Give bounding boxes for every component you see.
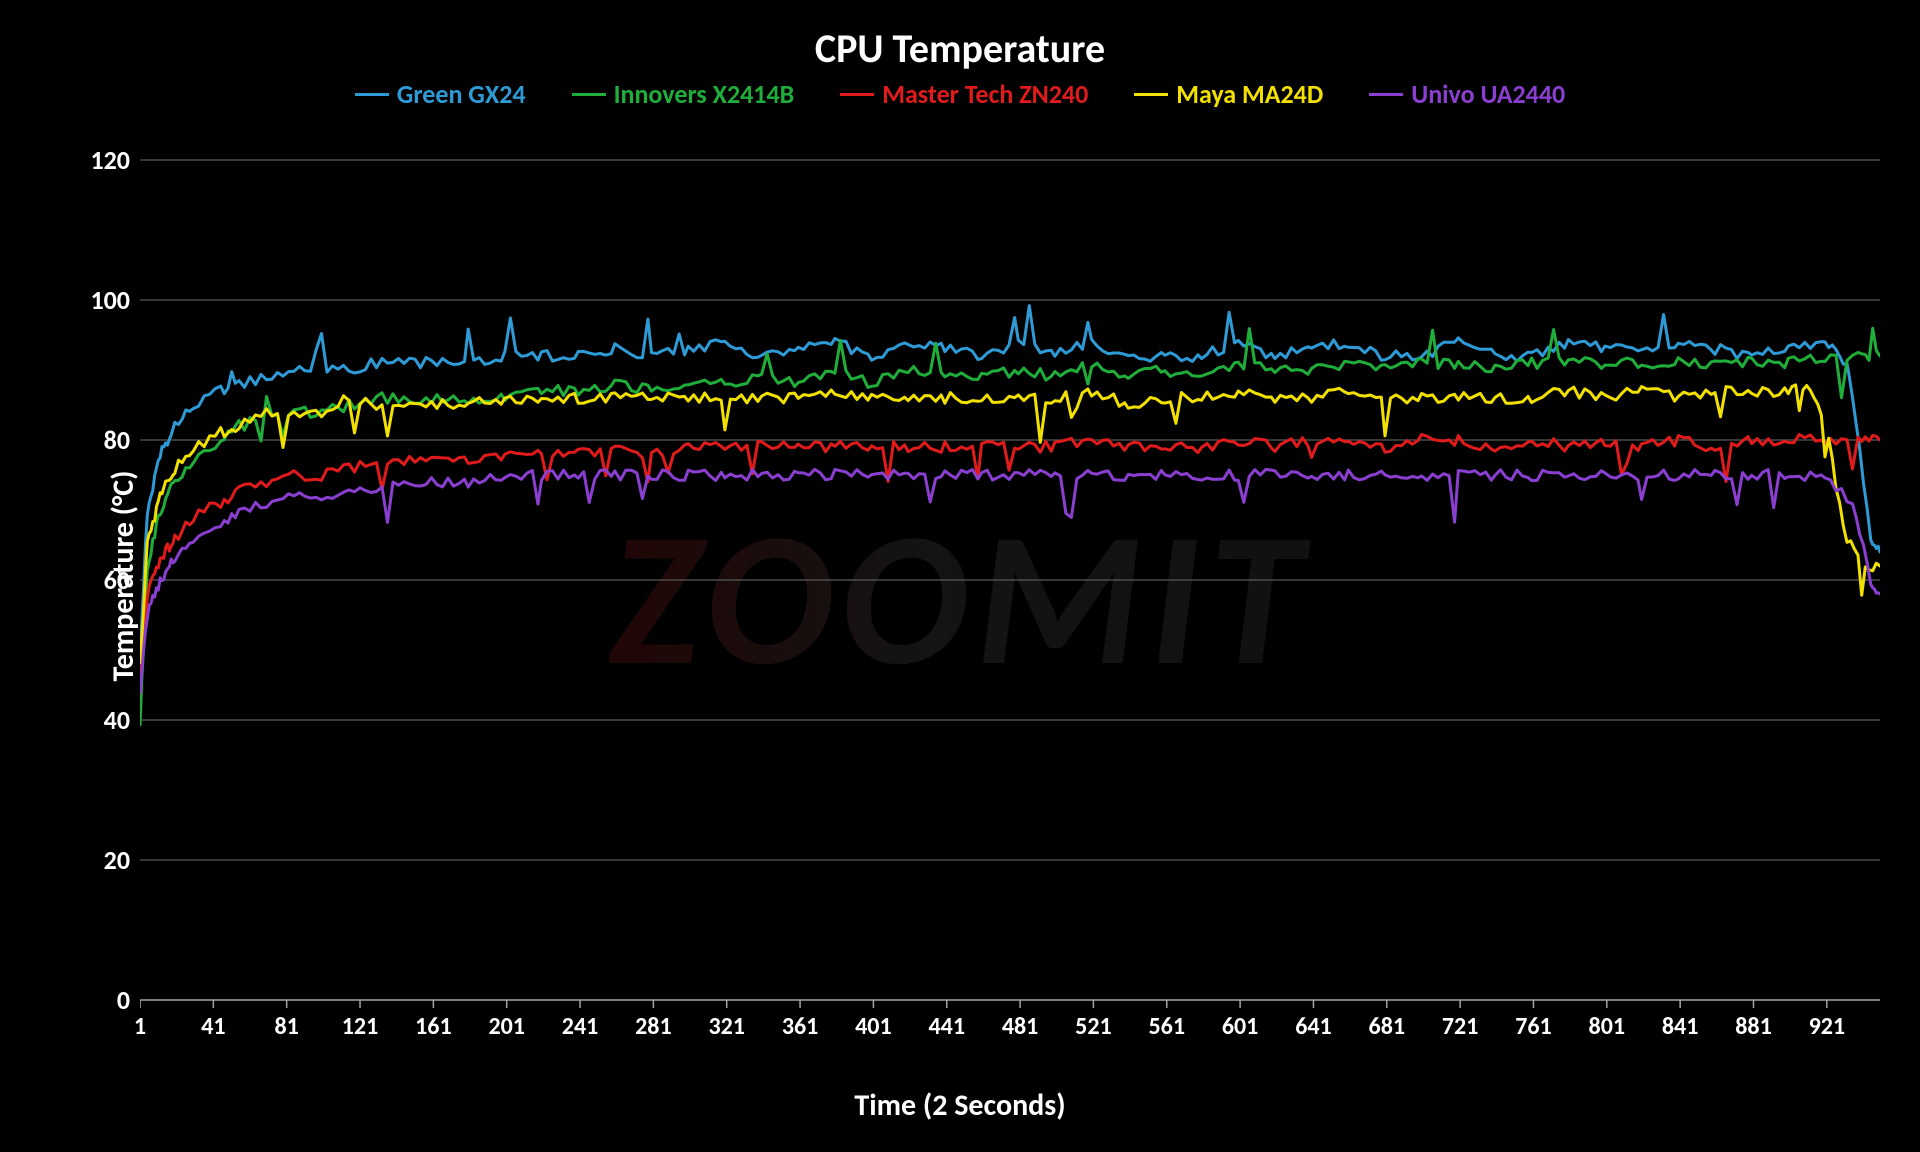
x-tick-label: 361: [782, 1012, 819, 1041]
y-tick-label: 40: [80, 704, 130, 736]
legend-dash: [355, 93, 389, 96]
legend-label: Univo UA2440: [1411, 78, 1565, 110]
legend-item: Maya MA24D: [1134, 78, 1323, 110]
x-tick-label: 561: [1149, 1012, 1186, 1041]
legend-item: Innovers X2414B: [572, 78, 795, 110]
legend: Green GX24 Innovers X2414B Master Tech ZN2…: [0, 78, 1920, 110]
x-tick-label: 121: [342, 1012, 379, 1041]
legend-label: Green GX24: [397, 78, 526, 110]
legend-dash: [840, 93, 874, 96]
x-tick-label: 921: [1809, 1012, 1846, 1041]
x-tick-label: 881: [1735, 1012, 1772, 1041]
x-tick-label: 1: [134, 1012, 146, 1041]
x-axis-label: Time (2 Seconds): [0, 1087, 1920, 1124]
series-line: [140, 328, 1880, 725]
y-tick-label: 120: [80, 144, 130, 176]
x-tick-label: 641: [1295, 1012, 1332, 1041]
chart-container: CPU Temperature Green GX24 Innovers X2414…: [0, 0, 1920, 1152]
x-tick-label: 161: [415, 1012, 452, 1041]
legend-dash: [1134, 93, 1168, 96]
x-tick-label: 81: [275, 1012, 299, 1041]
series-line: [140, 434, 1880, 682]
x-tick-label: 41: [201, 1012, 225, 1041]
series-line: [140, 385, 1880, 663]
x-tick-label: 681: [1369, 1012, 1406, 1041]
x-tick-label: 401: [855, 1012, 892, 1041]
plot-area: [140, 130, 1880, 1040]
x-tick-label: 281: [635, 1012, 672, 1041]
x-tick-label: 201: [488, 1012, 525, 1041]
chart-title: CPU Temperature: [0, 24, 1920, 73]
legend-item: Master Tech ZN240: [840, 78, 1088, 110]
y-tick-label: 100: [80, 284, 130, 316]
y-tick-label: 60: [80, 564, 130, 596]
legend-dash: [572, 93, 606, 96]
legend-dash: [1369, 93, 1403, 96]
x-tick-label: 801: [1589, 1012, 1626, 1041]
x-tick-label: 521: [1075, 1012, 1112, 1041]
x-tick-label: 321: [708, 1012, 745, 1041]
x-tick-label: 441: [928, 1012, 965, 1041]
x-tick-label: 841: [1662, 1012, 1699, 1041]
legend-label: Maya MA24D: [1176, 78, 1323, 110]
x-tick-label: 241: [562, 1012, 599, 1041]
legend-item: Green GX24: [355, 78, 526, 110]
legend-label: Master Tech ZN240: [882, 78, 1088, 110]
legend-item: Univo UA2440: [1369, 78, 1565, 110]
x-tick-label: 601: [1222, 1012, 1259, 1041]
y-tick-label: 20: [80, 844, 130, 876]
plot-svg: [140, 130, 1880, 1040]
x-tick-label: 761: [1515, 1012, 1552, 1041]
series-line: [140, 469, 1880, 693]
x-tick-label: 721: [1442, 1012, 1479, 1041]
y-tick-label: 80: [80, 424, 130, 456]
y-tick-label: 0: [80, 984, 130, 1016]
x-tick-label: 481: [1002, 1012, 1039, 1041]
legend-label: Innovers X2414B: [614, 78, 795, 110]
